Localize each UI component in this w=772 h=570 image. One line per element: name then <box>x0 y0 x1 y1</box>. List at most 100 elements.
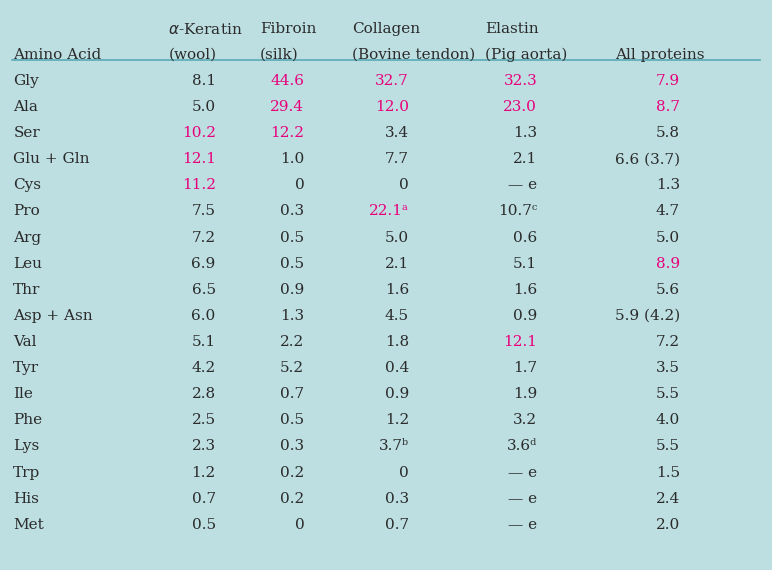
Text: (Bovine tendon): (Bovine tendon) <box>351 48 475 62</box>
Text: 1.3: 1.3 <box>513 126 537 140</box>
Text: 4.0: 4.0 <box>655 413 680 428</box>
Text: 5.5: 5.5 <box>656 439 680 454</box>
Text: 12.1: 12.1 <box>503 335 537 349</box>
Text: 10.2: 10.2 <box>181 126 215 140</box>
Text: Val: Val <box>13 335 37 349</box>
Text: 1.8: 1.8 <box>384 335 409 349</box>
Text: 2.0: 2.0 <box>655 518 680 532</box>
Text: 0: 0 <box>399 466 409 479</box>
Text: 1.6: 1.6 <box>513 283 537 297</box>
Text: (wool): (wool) <box>168 48 216 62</box>
Text: 0.5: 0.5 <box>280 230 304 245</box>
Text: 0.5: 0.5 <box>280 256 304 271</box>
Text: 2.1: 2.1 <box>384 256 409 271</box>
Text: 8.7: 8.7 <box>656 100 680 114</box>
Text: 6.5: 6.5 <box>191 283 215 297</box>
Text: 44.6: 44.6 <box>270 74 304 88</box>
Text: 29.4: 29.4 <box>270 100 304 114</box>
Text: 0.9: 0.9 <box>280 283 304 297</box>
Text: 7.2: 7.2 <box>191 230 215 245</box>
Text: 0.7: 0.7 <box>191 492 215 506</box>
Text: 2.8: 2.8 <box>191 387 215 401</box>
Text: 6.0: 6.0 <box>191 309 215 323</box>
Text: 0: 0 <box>399 178 409 192</box>
Text: 1.9: 1.9 <box>513 387 537 401</box>
Text: (Pig aorta): (Pig aorta) <box>486 48 567 62</box>
Text: 0: 0 <box>295 178 304 192</box>
Text: 0.7: 0.7 <box>384 518 409 532</box>
Text: 0.4: 0.4 <box>384 361 409 375</box>
Text: 2.2: 2.2 <box>280 335 304 349</box>
Text: 5.2: 5.2 <box>280 361 304 375</box>
Text: 3.4: 3.4 <box>384 126 409 140</box>
Text: Pro: Pro <box>13 205 40 218</box>
Text: 5.5: 5.5 <box>656 387 680 401</box>
Text: Phe: Phe <box>13 413 42 428</box>
Text: 1.0: 1.0 <box>280 152 304 166</box>
Text: 3.5: 3.5 <box>656 361 680 375</box>
Text: 10.7ᶜ: 10.7ᶜ <box>498 205 537 218</box>
Text: Glu + Gln: Glu + Gln <box>13 152 90 166</box>
Text: 8.9: 8.9 <box>656 256 680 271</box>
Text: 0.6: 0.6 <box>513 230 537 245</box>
Text: 5.8: 5.8 <box>656 126 680 140</box>
Text: $\alpha$-Keratin: $\alpha$-Keratin <box>168 22 243 37</box>
Text: 4.7: 4.7 <box>656 205 680 218</box>
Text: His: His <box>13 492 39 506</box>
Text: 2.4: 2.4 <box>655 492 680 506</box>
Text: 11.2: 11.2 <box>181 178 215 192</box>
Text: 8.1: 8.1 <box>191 74 215 88</box>
Text: Arg: Arg <box>13 230 42 245</box>
Text: 32.7: 32.7 <box>375 74 409 88</box>
Text: 7.2: 7.2 <box>656 335 680 349</box>
Text: Lys: Lys <box>13 439 39 454</box>
Text: 5.1: 5.1 <box>191 335 215 349</box>
Text: 4.2: 4.2 <box>191 361 215 375</box>
Text: Ala: Ala <box>13 100 38 114</box>
Text: — e: — e <box>508 518 537 532</box>
Text: Fibroin: Fibroin <box>260 22 317 36</box>
Text: 7.7: 7.7 <box>385 152 409 166</box>
Text: 12.1: 12.1 <box>181 152 215 166</box>
Text: Cys: Cys <box>13 178 42 192</box>
Text: 0.7: 0.7 <box>280 387 304 401</box>
Text: 12.2: 12.2 <box>270 126 304 140</box>
Text: Trp: Trp <box>13 466 41 479</box>
Text: 5.6: 5.6 <box>656 283 680 297</box>
Text: Elastin: Elastin <box>486 22 539 36</box>
Text: 6.9: 6.9 <box>191 256 215 271</box>
Text: 1.6: 1.6 <box>384 283 409 297</box>
Text: 5.0: 5.0 <box>384 230 409 245</box>
Text: 2.3: 2.3 <box>191 439 215 454</box>
Text: 12.0: 12.0 <box>375 100 409 114</box>
Text: 4.5: 4.5 <box>384 309 409 323</box>
Text: 1.7: 1.7 <box>513 361 537 375</box>
Text: Collagen: Collagen <box>351 22 420 36</box>
Text: 1.3: 1.3 <box>280 309 304 323</box>
Text: 5.9 (4.2): 5.9 (4.2) <box>615 309 680 323</box>
Text: 0.9: 0.9 <box>513 309 537 323</box>
Text: Thr: Thr <box>13 283 41 297</box>
Text: (silk): (silk) <box>260 48 299 62</box>
Text: 2.1: 2.1 <box>513 152 537 166</box>
Text: Tyr: Tyr <box>13 361 39 375</box>
Text: 3.7ᵇ: 3.7ᵇ <box>379 439 409 454</box>
Text: 7.5: 7.5 <box>191 205 215 218</box>
Text: 0.5: 0.5 <box>280 413 304 428</box>
Text: Asp + Asn: Asp + Asn <box>13 309 93 323</box>
Text: 32.3: 32.3 <box>503 74 537 88</box>
Text: — e: — e <box>508 492 537 506</box>
Text: Ile: Ile <box>13 387 33 401</box>
Text: 22.1ᵃ: 22.1ᵃ <box>369 205 409 218</box>
Text: Met: Met <box>13 518 44 532</box>
Text: 0.2: 0.2 <box>280 466 304 479</box>
Text: 5.1: 5.1 <box>513 256 537 271</box>
Text: 1.2: 1.2 <box>384 413 409 428</box>
Text: 0.3: 0.3 <box>384 492 409 506</box>
Text: 0.3: 0.3 <box>280 439 304 454</box>
Text: 1.3: 1.3 <box>656 178 680 192</box>
Text: 23.0: 23.0 <box>503 100 537 114</box>
Text: 7.9: 7.9 <box>656 74 680 88</box>
Text: 6.6 (3.7): 6.6 (3.7) <box>615 152 680 166</box>
Text: 2.5: 2.5 <box>191 413 215 428</box>
